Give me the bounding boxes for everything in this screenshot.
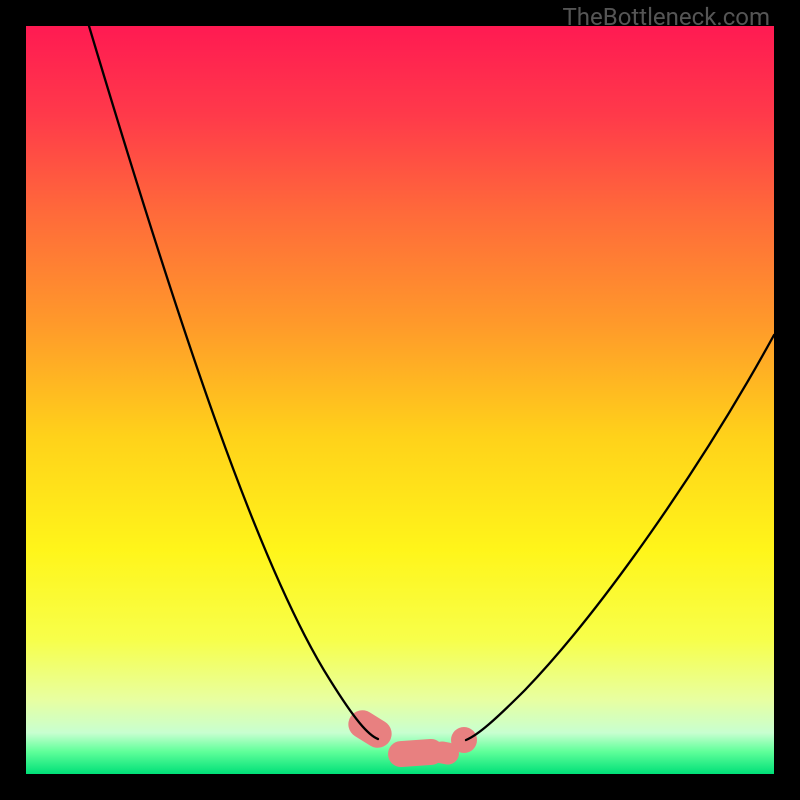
watermark-text: TheBottleneck.com	[562, 3, 770, 31]
chart-canvas: TheBottleneck.com	[0, 0, 800, 800]
gradient-background	[26, 26, 774, 774]
